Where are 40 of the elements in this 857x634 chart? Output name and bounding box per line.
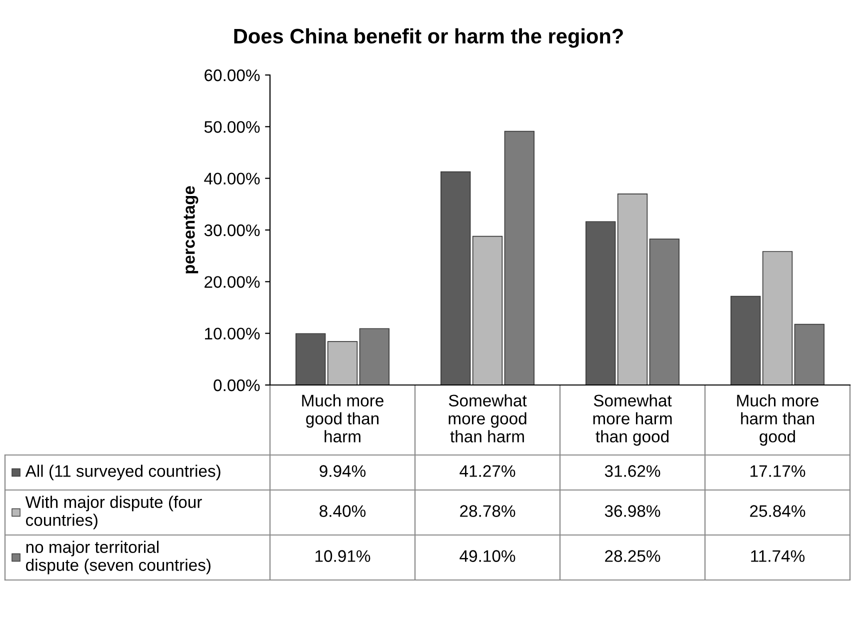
- bar: [504, 130, 534, 385]
- y-tick-label: 20.00%: [204, 276, 260, 288]
- y-tick-label: 10.00%: [205, 328, 260, 340]
- bar: [730, 296, 761, 385]
- x-tick-label: Much more good than harm: [302, 394, 384, 442]
- bar: [296, 333, 326, 385]
- legend-label: no major territorial dispute (seven countries): [26, 540, 210, 574]
- chart-title: Does China benefit or harm the region?: [234, 28, 623, 48]
- data-label: 36.98%: [604, 505, 660, 517]
- bar: [794, 324, 824, 385]
- x-tick-label: Somewhat more harm than good: [593, 394, 672, 446]
- bar: [359, 328, 390, 385]
- data-label: 8.40%: [320, 505, 366, 517]
- data-label: 49.10%: [460, 550, 516, 562]
- data-label: 28.78%: [460, 505, 516, 517]
- data-label: 9.94%: [320, 465, 366, 477]
- y-axis-title: percentage: [184, 186, 198, 274]
- bar: [762, 251, 793, 385]
- y-tick-label: 60.00%: [204, 69, 260, 82]
- data-label: 41.27%: [460, 465, 516, 477]
- data-label: 31.62%: [604, 465, 660, 477]
- data-label: 11.74%: [751, 550, 805, 562]
- bar: [327, 341, 358, 385]
- x-tick-label: Much more harm than good: [737, 394, 818, 446]
- bar: [649, 238, 680, 385]
- y-tick-label: 40.00%: [204, 172, 260, 185]
- y-tick-label: 50.00%: [204, 121, 260, 133]
- bar: [617, 194, 648, 385]
- data-label: 10.91%: [316, 550, 370, 562]
- legend-label: With major dispute (four countries): [25, 496, 202, 530]
- bar: [472, 236, 503, 385]
- data-label: 25.84%: [750, 505, 806, 517]
- data-label: 28.25%: [605, 550, 660, 562]
- legend-label: All (11 surveyed countries): [25, 464, 220, 480]
- y-tick-label: 30.00%: [204, 224, 260, 236]
- bar: [586, 221, 616, 385]
- bar: [440, 171, 471, 385]
- y-tick-label: 0.00%: [214, 379, 260, 392]
- data-label: 17.17%: [750, 465, 806, 477]
- x-tick-label: Somewhat more good than harm: [448, 394, 527, 442]
